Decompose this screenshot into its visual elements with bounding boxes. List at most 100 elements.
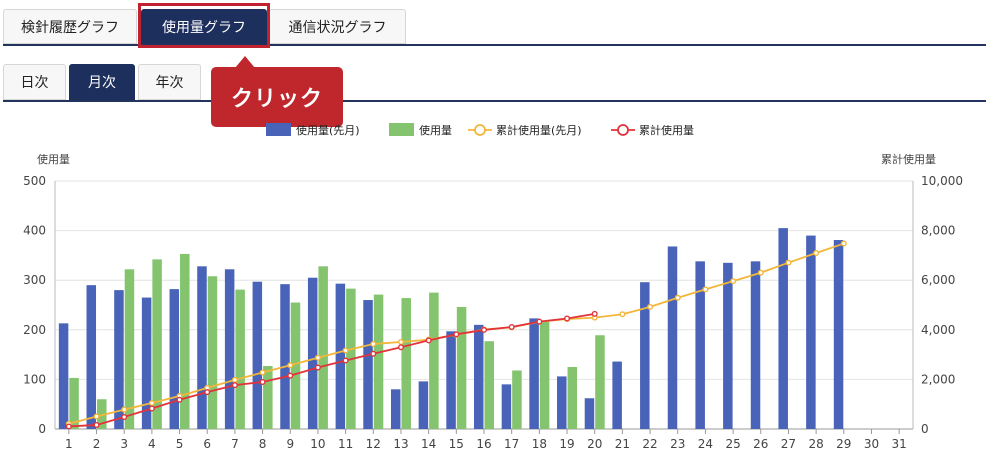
x-tick-label: 26 (753, 437, 768, 451)
bar-usage (567, 367, 578, 429)
point-cumulative-prev-month (121, 406, 128, 413)
bar-usage (318, 266, 328, 429)
bar-usage-prev-month (750, 261, 761, 429)
x-tick-label: 7 (231, 437, 239, 451)
x-tick-label: 25 (725, 437, 740, 451)
bar-usage (263, 366, 273, 429)
point-cumulative (425, 337, 432, 344)
point-cumulative (397, 344, 404, 351)
bar-usage-prev-month (529, 318, 539, 429)
bar-usage-prev-month (640, 282, 650, 429)
bar-usage (456, 306, 467, 429)
chart-ticks: 0 0 100 2,000 200 4,000 300 6,000 400 8,000 500 10,… (23, 174, 963, 451)
top-tabs-underline (3, 44, 986, 46)
bar-usage-prev-month (280, 284, 290, 429)
point-cumulative-prev-month (674, 294, 681, 301)
y-left-tick-label: 200 (23, 323, 46, 337)
tab-usage-graph[interactable]: 使用量グラフ (141, 9, 267, 44)
point-cumulative-prev-month (757, 269, 764, 276)
bar-usage (152, 259, 162, 429)
x-tick-label: 15 (449, 437, 464, 451)
point-cumulative (93, 421, 100, 428)
y-right-tick-label: 4,000 (921, 323, 955, 337)
bar-usage-prev-month (86, 285, 97, 429)
x-tick-label: 12 (366, 437, 381, 451)
bar-usage (69, 377, 79, 429)
point-cumulative (314, 364, 321, 371)
bar-usage-prev-month (197, 266, 207, 429)
point-cumulative (121, 413, 128, 420)
bar-usage (346, 288, 356, 429)
callout-arrow (235, 56, 255, 68)
bar-usage-prev-month (446, 331, 456, 429)
bar-usage-prev-month (418, 381, 429, 429)
legend-swatch (389, 123, 414, 136)
point-cumulative-prev-month (148, 400, 155, 407)
legend-label: 使用量 (419, 124, 452, 137)
tab-yearly[interactable]: 年次 (138, 64, 201, 100)
chart-bars (58, 228, 844, 429)
bar-usage-prev-month (667, 246, 678, 429)
point-cumulative-prev-month (397, 339, 404, 346)
legend-label: 累計使用量 (639, 123, 694, 137)
line-cumulative-prev-month (68, 242, 845, 425)
point-cumulative-prev-month (536, 318, 543, 325)
y-right-tick-label: 2,000 (921, 372, 955, 386)
point-cumulative-prev-month (176, 393, 183, 400)
x-tick-label: 5 (176, 437, 184, 451)
bar-usage-prev-month (474, 324, 484, 429)
point-cumulative (287, 372, 294, 379)
point-cumulative-prev-month (508, 324, 515, 331)
point-cumulative-prev-month (813, 249, 820, 256)
bar-usage-prev-month (307, 277, 318, 429)
tab-daily[interactable]: 日次 (3, 64, 66, 100)
bar-usage (595, 335, 605, 429)
line-cumulative (68, 312, 595, 428)
point-cumulative (342, 357, 349, 364)
point-cumulative (231, 382, 238, 389)
x-tick-label: 6 (203, 437, 211, 451)
x-tick-label: 14 (421, 437, 436, 451)
point-cumulative (564, 315, 571, 322)
bar-usage-prev-month (252, 281, 263, 429)
point-cumulative (481, 326, 488, 333)
legend-label: 累計使用量(先月) (496, 123, 582, 137)
point-cumulative-prev-month (564, 316, 571, 323)
point-cumulative-prev-month (65, 420, 72, 427)
bar-usage (124, 269, 135, 429)
x-tick-label: 8 (259, 437, 267, 451)
bar-usage-prev-month (224, 269, 235, 429)
bar-usage-prev-month (833, 240, 844, 429)
point-cumulative-prev-month (204, 384, 211, 391)
point-cumulative-prev-month (702, 286, 709, 293)
y-left-tick-label: 300 (23, 273, 46, 287)
y-left-axis-title: 使用量 (37, 153, 70, 166)
legend-swatch-marker (617, 124, 629, 136)
x-tick-label: 21 (615, 437, 630, 451)
point-cumulative-prev-month (314, 354, 321, 361)
legend-swatch-marker (474, 124, 486, 136)
bar-usage (290, 302, 301, 429)
tab-reading-history-graph[interactable]: 検針履歴グラフ (3, 9, 137, 44)
point-cumulative-prev-month (730, 278, 737, 285)
point-cumulative-prev-month (259, 369, 266, 376)
point-cumulative (508, 323, 515, 330)
point-cumulative (259, 378, 266, 385)
point-cumulative-prev-month (425, 336, 432, 343)
chart-lines (65, 240, 847, 430)
y-right-tick-label: 0 (921, 422, 929, 436)
x-tick-label: 18 (532, 437, 547, 451)
x-tick-label: 3 (120, 437, 128, 451)
tab-communication-status-graph[interactable]: 通信状況グラフ (269, 9, 406, 44)
x-tick-label: 2 (93, 437, 101, 451)
bar-usage-prev-month (612, 361, 622, 429)
tab-monthly[interactable]: 月次 (69, 64, 135, 100)
point-cumulative-prev-month (591, 314, 598, 321)
x-tick-label: 23 (670, 437, 685, 451)
point-cumulative (453, 331, 460, 338)
bar-usage-prev-month (390, 389, 401, 429)
x-tick-label: 19 (559, 437, 574, 451)
y-right-tick-label: 8,000 (921, 224, 955, 238)
chart-grid (54, 180, 914, 430)
y-left-tick-label: 500 (23, 174, 46, 188)
